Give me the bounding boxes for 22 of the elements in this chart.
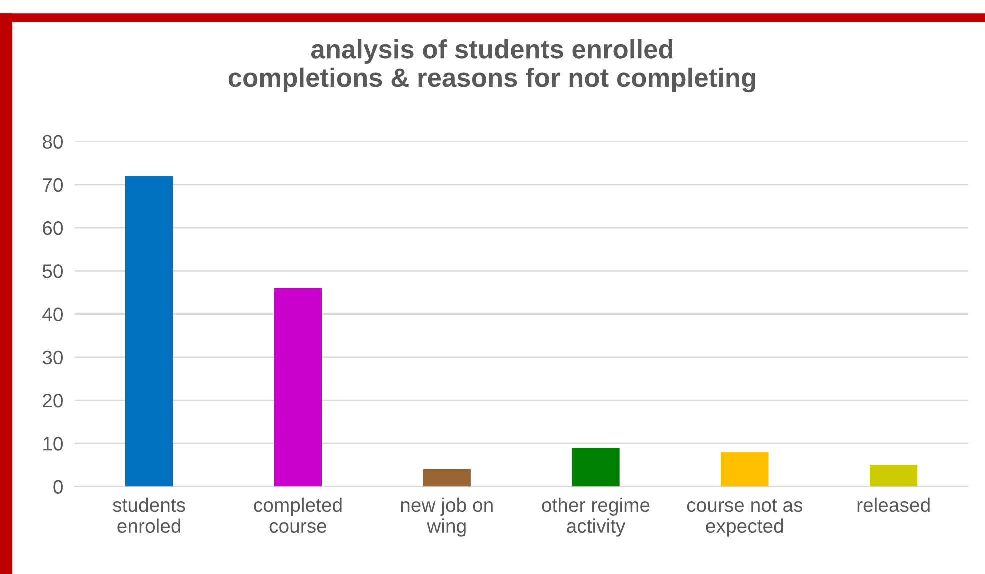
x-tick-label: other regime activity (542, 498, 650, 537)
bar (423, 470, 471, 487)
y-tick-label: 70 (43, 178, 63, 192)
bar (870, 465, 918, 487)
y-tick-label: 20 (43, 394, 63, 408)
y-tick-label: 40 (42, 308, 63, 322)
y-tick-label: 10 (44, 437, 63, 451)
bar (274, 288, 322, 487)
x-tick-label: course not as expected (687, 499, 803, 537)
x-tick-label: new job on wing (401, 498, 493, 537)
y-tick-label: 60 (43, 221, 63, 236)
y-tick-label: 30 (42, 350, 63, 365)
bar (721, 452, 769, 487)
bar (125, 176, 174, 487)
y-tick-label: 50 (42, 264, 63, 278)
x-tick-label: released (858, 498, 930, 512)
y-tick-label: 0 (54, 480, 63, 494)
x-tick-label: completed course (254, 498, 342, 534)
y-tick-label: 80 (42, 135, 63, 150)
bar (572, 448, 620, 487)
chart-title: analysis of students enrolled completions & reasons for not completing (228, 39, 756, 93)
x-tick-label: students enroled (113, 498, 186, 534)
